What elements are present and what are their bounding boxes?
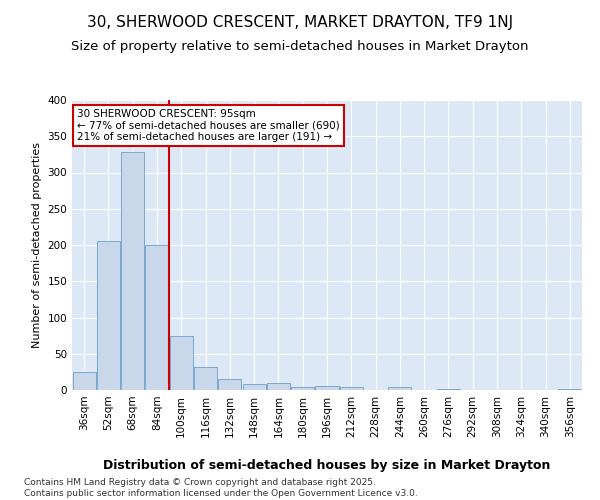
Bar: [388, 387, 412, 390]
Text: Contains HM Land Registry data © Crown copyright and database right 2025.
Contai: Contains HM Land Registry data © Crown c…: [24, 478, 418, 498]
Bar: [194, 367, 217, 390]
Text: 30, SHERWOOD CRESCENT, MARKET DRAYTON, TF9 1NJ: 30, SHERWOOD CRESCENT, MARKET DRAYTON, T…: [87, 15, 513, 30]
Bar: [73, 372, 95, 390]
Text: Distribution of semi-detached houses by size in Market Drayton: Distribution of semi-detached houses by …: [103, 458, 551, 471]
Bar: [121, 152, 144, 390]
Bar: [145, 245, 169, 390]
Bar: [559, 388, 581, 390]
Bar: [242, 384, 266, 390]
Bar: [267, 384, 290, 390]
Text: Size of property relative to semi-detached houses in Market Drayton: Size of property relative to semi-detach…: [71, 40, 529, 53]
Bar: [97, 242, 120, 390]
Bar: [218, 379, 241, 390]
Bar: [291, 387, 314, 390]
Bar: [316, 386, 338, 390]
Bar: [340, 387, 363, 390]
Text: 30 SHERWOOD CRESCENT: 95sqm
← 77% of semi-detached houses are smaller (690)
21% : 30 SHERWOOD CRESCENT: 95sqm ← 77% of sem…: [77, 108, 340, 142]
Y-axis label: Number of semi-detached properties: Number of semi-detached properties: [32, 142, 42, 348]
Bar: [170, 336, 193, 390]
